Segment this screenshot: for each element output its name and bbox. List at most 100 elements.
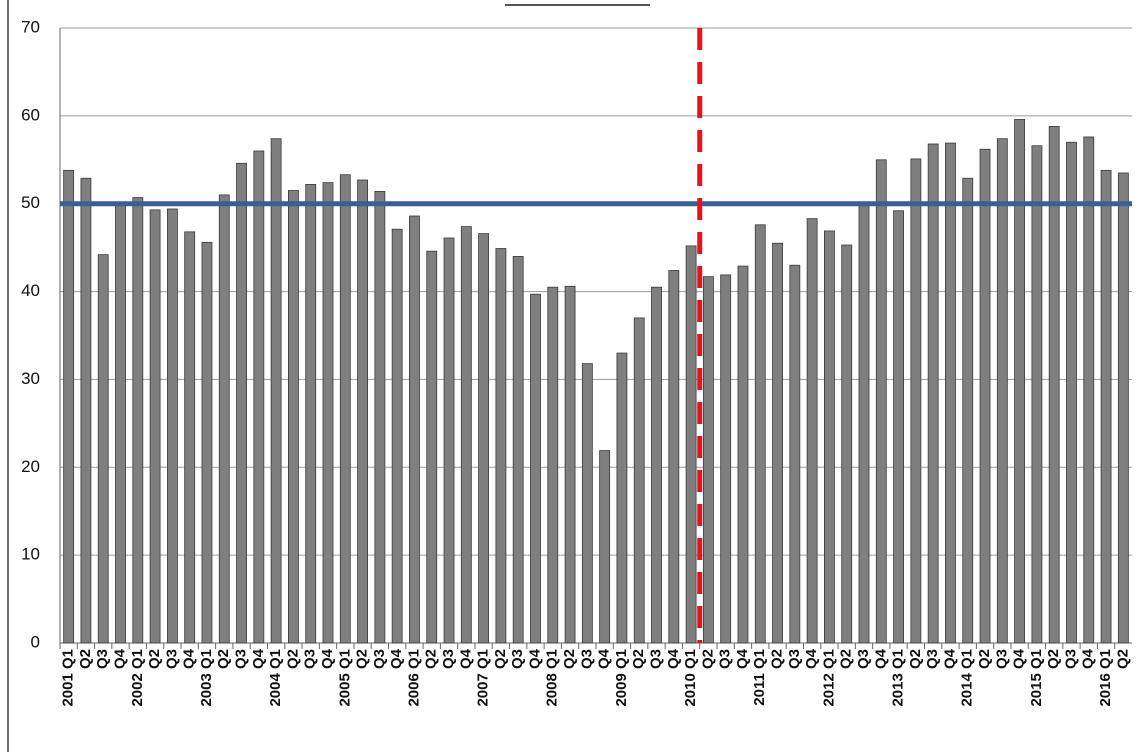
x-tick-label: Q3 xyxy=(855,649,872,669)
bar xyxy=(218,194,230,644)
x-tick-label: Q3 xyxy=(578,649,595,669)
bar xyxy=(478,233,490,644)
bar xyxy=(253,150,265,644)
bar xyxy=(201,241,213,644)
bar xyxy=(391,228,403,644)
bar xyxy=(1100,169,1112,644)
x-tick-label: 2013 Q1 xyxy=(890,649,907,707)
x-tick-label: 2001 Q1 xyxy=(60,649,77,707)
bar xyxy=(1066,141,1077,644)
bar xyxy=(945,142,956,644)
bar xyxy=(633,317,645,644)
x-tick-label: Q2 xyxy=(492,649,509,669)
x-tick-label: Q4 xyxy=(250,648,267,669)
bar xyxy=(305,183,317,644)
x-tick-label: 2009 Q1 xyxy=(613,649,630,707)
bar xyxy=(789,264,801,644)
y-tick-label: 40 xyxy=(21,281,40,300)
bar xyxy=(841,244,853,644)
x-tick-label: Q3 xyxy=(233,649,250,669)
x-tick-label: Q2 xyxy=(1045,649,1062,669)
bar xyxy=(443,237,455,644)
bar xyxy=(374,191,386,644)
x-tick-label: 2010 Q1 xyxy=(682,649,699,707)
bar xyxy=(1014,118,1026,644)
x-tick-label: 2008 Q1 xyxy=(544,649,561,707)
x-tick-label: Q2 xyxy=(215,649,232,669)
bar xyxy=(1048,126,1060,644)
bar xyxy=(893,210,904,644)
bar xyxy=(824,230,835,644)
bar xyxy=(322,182,334,644)
x-tick-label: Q3 xyxy=(993,649,1010,669)
x-tick-label: 2015 Q1 xyxy=(1028,649,1045,707)
x-tick-label: Q4 xyxy=(941,648,958,669)
bar xyxy=(132,197,144,644)
x-tick-label: Q4 xyxy=(596,648,613,669)
y-tick-label: 10 xyxy=(21,545,40,564)
bar xyxy=(979,148,991,644)
bar xyxy=(1117,172,1129,644)
bar xyxy=(339,174,351,644)
x-tick-label: Q2 xyxy=(284,649,301,669)
x-tick-label: Q4 xyxy=(1011,648,1028,669)
x-tick-label: 2011 Q1 xyxy=(751,649,768,706)
x-tick-label: Q4 xyxy=(526,648,543,669)
bar xyxy=(737,265,749,644)
y-tick-label: 60 xyxy=(21,105,40,124)
x-tick-label: 2005 Q1 xyxy=(336,649,353,707)
bar xyxy=(996,138,1008,644)
bar xyxy=(720,274,732,644)
x-tick-label: Q4 xyxy=(1080,648,1097,669)
bar xyxy=(115,203,126,644)
x-tick-label: Q4 xyxy=(872,648,889,669)
x-tick-label: Q2 xyxy=(630,649,647,669)
y-tick-label: 20 xyxy=(21,457,40,476)
x-tick-label: Q3 xyxy=(647,649,664,669)
bar xyxy=(409,215,420,644)
bar xyxy=(875,159,887,644)
bar xyxy=(564,285,576,644)
x-tick-label: Q3 xyxy=(302,649,319,669)
bar xyxy=(149,209,161,644)
bar xyxy=(910,158,922,644)
x-tick-label: Q4 xyxy=(803,648,820,669)
bar xyxy=(616,352,628,644)
bar xyxy=(685,245,697,644)
x-tick-label: Q3 xyxy=(440,649,457,669)
x-tick-label: Q3 xyxy=(1062,649,1079,669)
bar xyxy=(651,286,662,644)
bar xyxy=(80,177,92,644)
bar xyxy=(927,143,939,644)
bar xyxy=(754,224,766,644)
bar xyxy=(288,190,299,644)
bar xyxy=(530,293,541,644)
x-tick-label: 2004 Q1 xyxy=(267,649,284,707)
bar xyxy=(858,203,870,644)
x-tick-label: Q3 xyxy=(371,649,388,669)
x-tick-label: Q2 xyxy=(423,649,440,669)
x-tick-label: Q3 xyxy=(717,649,734,669)
bar xyxy=(236,162,247,644)
bar xyxy=(184,231,196,644)
x-tick-label: Q3 xyxy=(94,649,111,669)
x-tick-label: Q2 xyxy=(907,649,924,669)
bar xyxy=(97,254,109,644)
x-tick-label: Q4 xyxy=(388,648,405,669)
bar xyxy=(270,138,282,644)
x-tick-label: 2007 Q1 xyxy=(475,649,492,707)
x-tick-label: 2002 Q1 xyxy=(129,649,146,707)
x-tick-label: 2016 Q1 xyxy=(1097,649,1114,707)
x-tick-label: Q3 xyxy=(163,649,180,669)
x-tick-label: Q2 xyxy=(77,649,94,669)
x-tick-label: Q4 xyxy=(734,648,751,669)
x-tick-label: Q3 xyxy=(509,649,526,669)
x-tick-label: 2003 Q1 xyxy=(198,649,215,707)
bar xyxy=(1083,136,1095,644)
bar xyxy=(772,242,783,644)
x-tick-label: Q2 xyxy=(1114,649,1131,669)
x-tick-label: 2006 Q1 xyxy=(405,649,422,707)
x-tick-label: Q2 xyxy=(561,649,578,669)
y-tick-label: 0 xyxy=(31,632,40,651)
